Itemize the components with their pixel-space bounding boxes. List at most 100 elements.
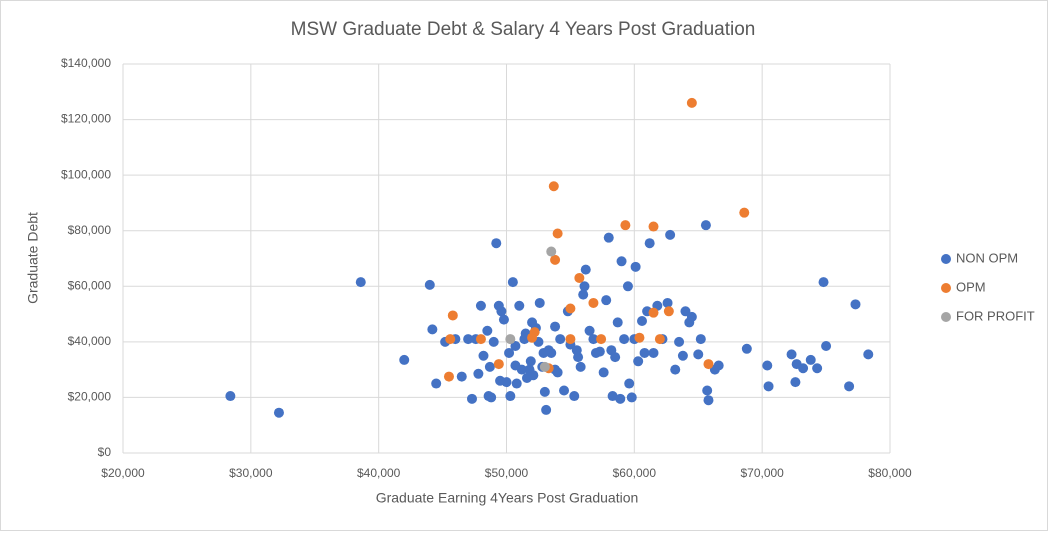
point — [501, 377, 512, 388]
point — [812, 363, 823, 374]
point — [677, 350, 688, 361]
point — [571, 345, 582, 356]
point — [603, 232, 614, 243]
y-tick-label: $60,000 — [68, 278, 112, 292]
legend-marker — [941, 254, 951, 264]
point — [507, 277, 518, 288]
point — [482, 325, 493, 336]
point — [639, 347, 650, 358]
point — [594, 346, 605, 357]
y-tick-label: $40,000 — [68, 334, 112, 348]
point — [511, 378, 522, 389]
point — [818, 277, 829, 288]
point — [637, 316, 648, 327]
legend-marker — [941, 283, 951, 293]
point — [703, 395, 714, 406]
point — [225, 391, 236, 402]
point — [579, 281, 590, 292]
legend-label: FOR PROFIT — [956, 308, 1035, 323]
x-tick-label: $30,000 — [229, 466, 273, 480]
x-tick-label: $70,000 — [740, 466, 784, 480]
point — [763, 381, 774, 392]
point — [529, 327, 540, 338]
point — [424, 279, 435, 290]
point — [565, 303, 576, 314]
point — [575, 361, 586, 372]
point — [550, 254, 561, 265]
point — [539, 386, 550, 397]
legend-label: OPM — [956, 279, 986, 294]
x-tick-label: $20,000 — [101, 466, 145, 480]
point — [598, 367, 609, 378]
point — [565, 334, 576, 345]
point — [739, 207, 750, 218]
point — [616, 256, 627, 267]
point — [488, 336, 499, 347]
point — [539, 361, 550, 372]
point — [496, 306, 507, 317]
point — [713, 360, 724, 371]
point — [850, 299, 861, 310]
point — [528, 370, 539, 381]
x-tick-label: $50,000 — [485, 466, 529, 480]
point — [596, 334, 607, 345]
point — [805, 354, 816, 365]
point — [620, 220, 631, 231]
point — [473, 368, 484, 379]
point — [703, 359, 714, 370]
point — [466, 393, 477, 404]
point — [626, 392, 637, 403]
point — [695, 334, 706, 345]
point — [633, 356, 644, 367]
legend-marker — [941, 312, 951, 322]
point — [607, 391, 618, 402]
point — [559, 385, 570, 396]
point — [574, 272, 585, 283]
point — [844, 381, 855, 392]
point — [670, 364, 681, 375]
point — [634, 332, 645, 343]
point — [762, 360, 773, 371]
point — [475, 334, 486, 345]
point — [610, 352, 621, 363]
point — [786, 349, 797, 360]
y-tick-label: $100,000 — [61, 167, 111, 181]
point — [514, 300, 525, 311]
point — [588, 334, 599, 345]
point — [510, 360, 521, 371]
point — [580, 264, 591, 275]
point — [550, 321, 561, 332]
point — [475, 300, 486, 311]
point — [484, 361, 495, 372]
point — [663, 306, 674, 317]
point — [491, 238, 502, 249]
x-tick-label: $80,000 — [868, 466, 912, 480]
point — [648, 307, 659, 318]
point — [431, 378, 442, 389]
point — [615, 393, 626, 404]
point — [630, 261, 641, 272]
point — [478, 350, 489, 361]
point — [624, 378, 635, 389]
point — [702, 385, 713, 396]
point — [622, 281, 633, 292]
x-tick-label: $40,000 — [357, 466, 401, 480]
point — [686, 311, 697, 322]
point — [790, 377, 801, 388]
point — [741, 343, 752, 354]
y-tick-label: $20,000 — [68, 390, 112, 404]
point — [584, 325, 595, 336]
point — [445, 334, 456, 345]
point — [821, 341, 832, 352]
point — [648, 221, 659, 232]
point — [555, 334, 566, 345]
point — [525, 356, 536, 367]
point — [498, 314, 509, 325]
y-axis-title: Graduate Debt — [25, 212, 41, 304]
point — [665, 229, 676, 240]
point — [552, 228, 563, 239]
point — [456, 371, 467, 382]
y-tick-label: $0 — [98, 445, 112, 459]
point — [612, 317, 623, 328]
